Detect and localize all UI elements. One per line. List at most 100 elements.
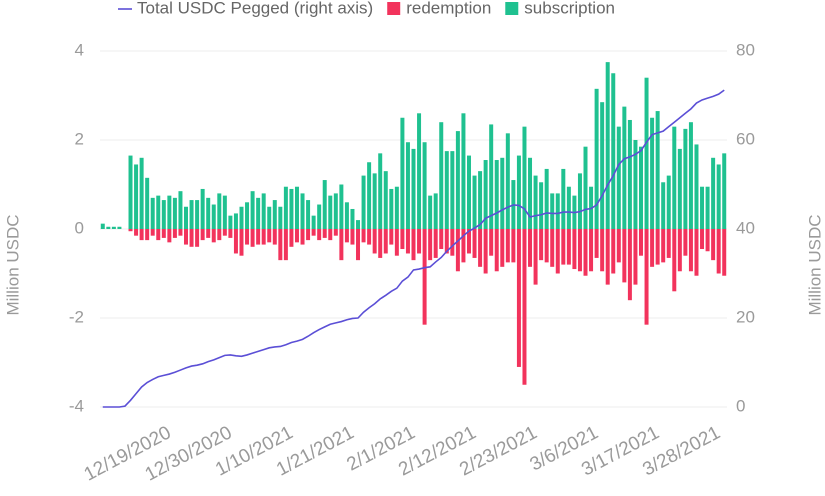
bar: [333, 229, 338, 236]
bar: [694, 144, 699, 229]
bar: [350, 208, 355, 229]
bar: [256, 229, 261, 245]
bar: [344, 229, 349, 243]
bar: [261, 193, 266, 229]
bar: [705, 186, 710, 229]
bar: [444, 229, 449, 254]
bar: [622, 229, 627, 283]
bar: [417, 229, 422, 254]
bar: [644, 77, 649, 229]
bar: [711, 229, 716, 261]
bar: [339, 229, 344, 261]
bar: [483, 229, 488, 274]
bar: [439, 229, 444, 250]
bar: [589, 229, 594, 272]
bar: [322, 180, 327, 229]
bar: [466, 229, 471, 254]
legend-swatch: [387, 2, 401, 15]
bar: [156, 195, 161, 229]
bar: [450, 229, 455, 256]
legend-label: redemption: [406, 0, 491, 17]
bar: [550, 193, 555, 229]
bar: [566, 229, 571, 265]
bar: [627, 119, 632, 229]
bar: [688, 122, 693, 229]
bar: [550, 229, 555, 267]
bar: [705, 229, 710, 252]
y-tick-label: -2: [69, 307, 84, 326]
bar: [372, 229, 377, 254]
bar: [189, 229, 194, 247]
y2-tick-label: 60: [736, 129, 755, 148]
bar: [356, 229, 361, 261]
bar: [666, 175, 671, 229]
bar: [611, 73, 616, 229]
bar: [184, 229, 189, 245]
bar: [455, 229, 460, 272]
bar: [455, 131, 460, 229]
bar: [544, 168, 549, 229]
bar: [428, 195, 433, 229]
bar: [650, 229, 655, 267]
bar: [278, 206, 283, 229]
bar: [106, 226, 111, 229]
bar: [206, 197, 211, 229]
bar: [661, 229, 666, 263]
bar: [683, 128, 688, 229]
bar: [167, 195, 172, 229]
bar: [245, 229, 250, 245]
bar: [289, 229, 294, 247]
bar: [422, 229, 427, 325]
bar: [444, 151, 449, 229]
bar: [250, 229, 255, 247]
bar: [722, 153, 727, 229]
y2-axis-label: Million USDC: [805, 214, 824, 315]
bar: [100, 223, 105, 229]
bar: [466, 155, 471, 229]
bar: [605, 62, 610, 229]
bar: [694, 229, 699, 276]
bar: [111, 226, 116, 229]
bar: [339, 184, 344, 229]
bar: [378, 229, 383, 258]
bar: [178, 191, 183, 229]
bar: [150, 197, 155, 229]
bar: [677, 148, 682, 229]
bar: [500, 157, 505, 229]
bar: [539, 182, 544, 229]
bar: [528, 157, 533, 229]
bar: [489, 229, 494, 256]
legend: Total USDC Pegged (right axis) redemption…: [118, 0, 615, 17]
bar: [433, 229, 438, 258]
bar: [638, 229, 643, 256]
bar: [555, 229, 560, 274]
bar: [367, 229, 372, 245]
bar: [167, 229, 172, 243]
bar: [333, 193, 338, 229]
bar: [700, 229, 705, 250]
bar: [283, 186, 288, 229]
bar: [328, 195, 333, 229]
bar: [228, 215, 233, 229]
bar: [217, 229, 222, 241]
bar: [361, 229, 366, 243]
bar: [461, 229, 466, 263]
bar: [161, 200, 166, 229]
bar: [128, 155, 133, 229]
bar: [256, 197, 261, 229]
bar: [245, 202, 250, 229]
bar: [650, 117, 655, 229]
bar: [655, 229, 660, 265]
bar: [239, 229, 244, 256]
bar: [294, 229, 299, 243]
bar: [383, 171, 388, 229]
bar: [566, 186, 571, 229]
bar: [350, 229, 355, 245]
bar: [478, 229, 483, 267]
bar: [417, 113, 422, 229]
bar: [383, 229, 388, 254]
bar: [688, 229, 693, 272]
bar: [505, 133, 510, 229]
bar: [156, 229, 161, 241]
